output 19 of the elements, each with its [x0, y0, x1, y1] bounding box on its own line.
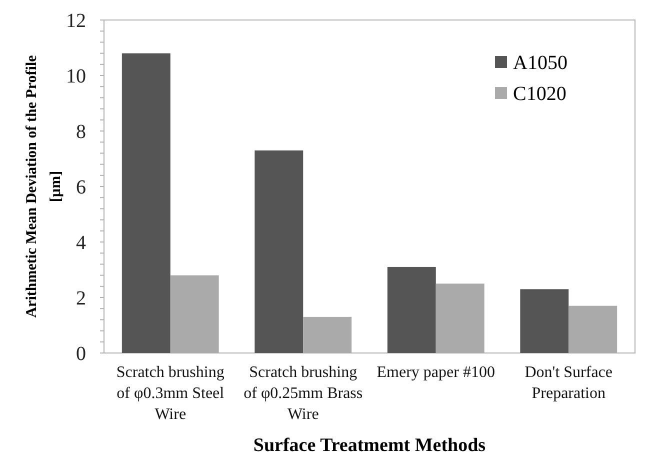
x-tick-label: Don't Surface Preparation	[524, 364, 612, 402]
legend-label: C1020	[513, 83, 566, 105]
x-axis-title: Surface Treatmemt Methods	[253, 435, 486, 456]
y-axis-title: Arithmetic Mean Deviation of the Profile [µm]	[24, 54, 64, 318]
legend-label: A1050	[513, 52, 568, 74]
y-tick-label: 10	[66, 66, 86, 88]
y-tick-label: 2	[76, 288, 86, 310]
y-tick-label: 0	[76, 343, 86, 365]
bar	[387, 266, 436, 353]
y-tick-label: 4	[76, 232, 86, 254]
bar	[254, 150, 304, 353]
x-tick-label: Emery paper #100	[376, 364, 495, 381]
y-tick-label: 8	[76, 121, 86, 143]
y-tick-label: 6	[76, 176, 86, 198]
bar	[520, 289, 569, 353]
x-tick-label: Scratch brushing of φ0.25mm Brass Wire	[244, 364, 363, 423]
bar	[122, 53, 170, 353]
y-tick-label: 12	[66, 10, 86, 32]
x-tick-label: Scratch brushing of φ0.3mm Steel Wire	[116, 364, 225, 423]
